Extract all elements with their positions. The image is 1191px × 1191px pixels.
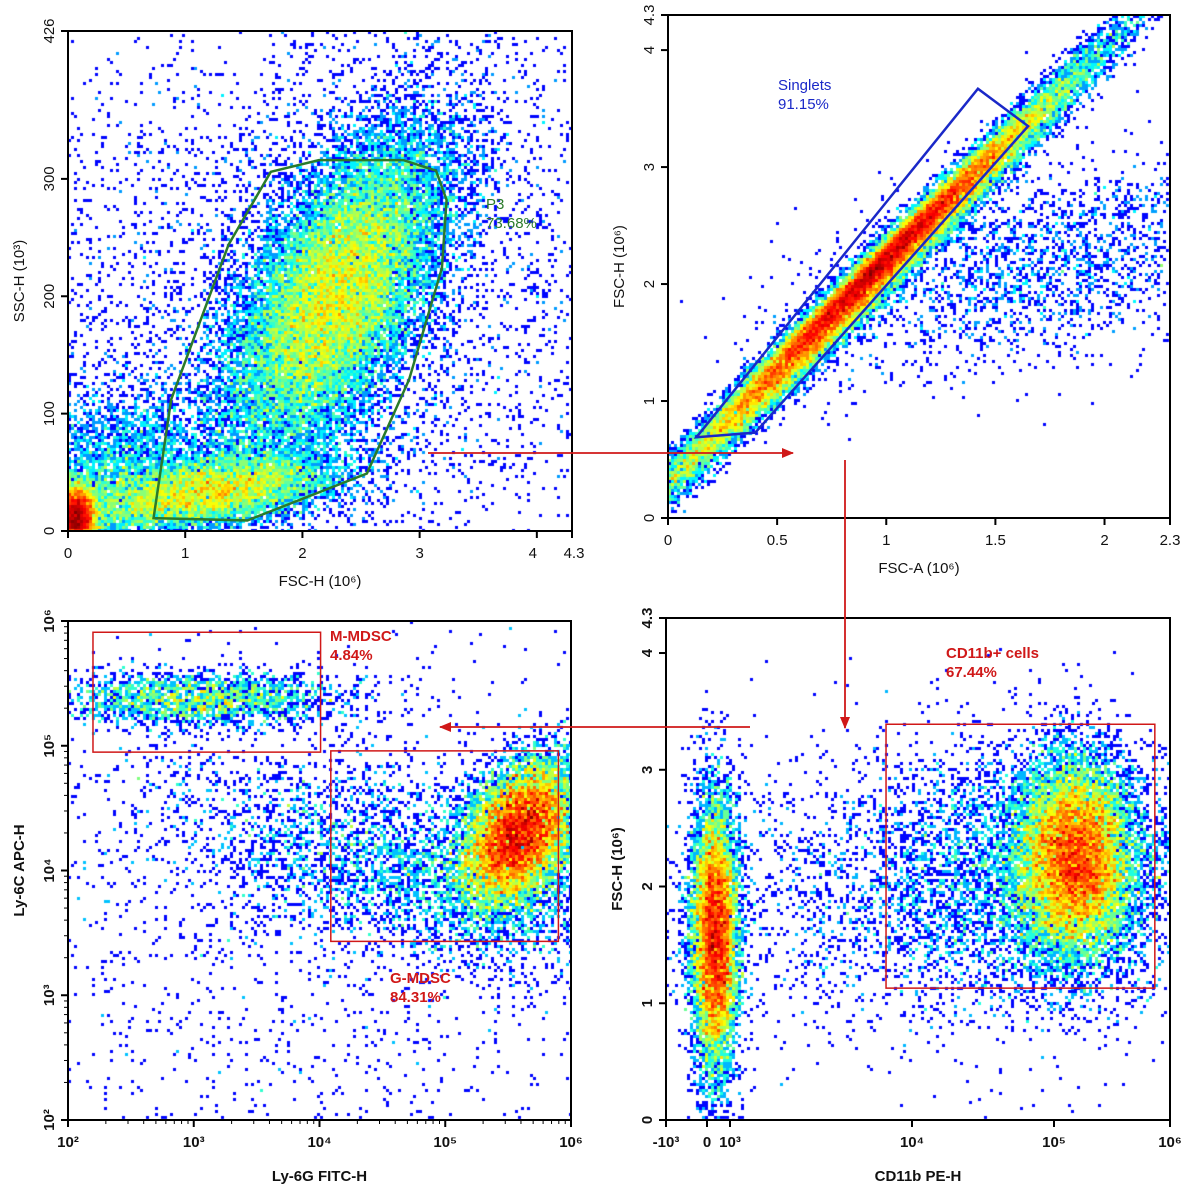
y-tick-label: 4.3 bbox=[641, 5, 658, 26]
density-plot-cd11b bbox=[666, 618, 1170, 1120]
plot-1: 0 1 2 3 4 4.3 0 100 200 300 426 FSC-H (10⁶) SSC-H (1… bbox=[11, 18, 584, 590]
y-tick-label: 0 bbox=[641, 514, 658, 522]
gate-name-label: M-MDSC bbox=[330, 628, 392, 645]
y-tick-label: 100 bbox=[41, 401, 58, 426]
y-tick-label: 1 bbox=[639, 999, 656, 1007]
y-tick-label: 3 bbox=[641, 163, 658, 171]
gate-m-mdsc[interactable] bbox=[92, 631, 322, 753]
x-tick-label: 10³ bbox=[183, 1134, 205, 1151]
x-tick-label: 1 bbox=[181, 545, 189, 562]
gate-percent-label: 91.15% bbox=[778, 96, 829, 113]
y-tick-label: 2 bbox=[639, 882, 656, 890]
gate-g-mdsc[interactable] bbox=[330, 750, 560, 943]
x-tick-label: 4 bbox=[529, 545, 537, 562]
x-tick-label: 2.3 bbox=[1160, 532, 1181, 549]
y-axis-label: FSC-H (10⁶) bbox=[609, 827, 626, 911]
x-tick-label: 2 bbox=[298, 545, 306, 562]
x-tick-label: 0.5 bbox=[767, 532, 788, 549]
y-tick-label: 300 bbox=[41, 166, 58, 191]
x-axis-label: FSC-H (10⁶) bbox=[279, 573, 362, 590]
x-tick-label: 10² bbox=[57, 1134, 79, 1151]
y-tick-label: 1 bbox=[641, 397, 658, 405]
x-tick-label: 10⁴ bbox=[900, 1134, 924, 1151]
y-tick-label: 2 bbox=[641, 280, 658, 288]
x-tick-label: 0 bbox=[703, 1134, 711, 1151]
y-tick-label: 3 bbox=[639, 766, 656, 774]
gate-singlets[interactable] bbox=[693, 86, 1030, 439]
gate-percent-label: 4.84% bbox=[330, 647, 373, 664]
gate-percent-label: 73.68% bbox=[486, 215, 537, 232]
x-tick-label: 0 bbox=[664, 532, 672, 549]
x-tick-label: 10⁵ bbox=[1042, 1134, 1066, 1151]
plot-2: 0 0.5 1 1.5 2 2.3 0 1 2 3 4 4.3 FSC-A (10⁶) FSC-H (10… bbox=[611, 5, 1180, 577]
y-tick-label: 0 bbox=[639, 1116, 656, 1124]
plot-frame bbox=[67, 30, 573, 532]
x-axis-label: CD11b PE-H bbox=[875, 1168, 962, 1185]
gate-cd11b-cells[interactable] bbox=[885, 723, 1156, 989]
y-tick-label: 4.3 bbox=[639, 608, 656, 629]
plot-3: 10² 10³ 10⁴ 10⁵ 10⁶ 10² 10³ 10⁴ 10⁵ 10⁶ Ly-6G FITC… bbox=[11, 609, 583, 1185]
x-tick-label: 2 bbox=[1100, 532, 1108, 549]
y-tick-label: 10⁵ bbox=[41, 734, 58, 758]
density-plot-singlets bbox=[668, 15, 1170, 518]
gate-name-label: G-MDSC bbox=[390, 970, 451, 987]
x-tick-label: 1.5 bbox=[985, 532, 1006, 549]
x-tick-label: 3 bbox=[415, 545, 423, 562]
y-tick-label: 10³ bbox=[41, 984, 58, 1006]
plot-frame bbox=[67, 620, 572, 1121]
x-axis-label: Ly-6G FITC-H bbox=[272, 1168, 367, 1185]
gate-name-label: Singlets bbox=[778, 77, 831, 94]
x-tick-label: -10³ bbox=[653, 1134, 680, 1151]
y-axis-label: FSC-H (10⁶) bbox=[611, 225, 628, 308]
gate-percent-label: 67.44% bbox=[946, 664, 997, 681]
gate-name-label: P3 bbox=[486, 196, 504, 213]
plot-frame bbox=[667, 14, 1171, 519]
gate-name-label: CD11b+ cells bbox=[946, 645, 1039, 662]
x-tick-label: 4.3 bbox=[564, 545, 585, 562]
plot-4: -10³ 0 10³ 10⁴ 10⁵ 10⁶ 0 1 2 3 4 4.3 CD11b PE-H FSC-H… bbox=[609, 608, 1182, 1185]
x-tick-label: 10³ bbox=[719, 1134, 741, 1151]
y-axis-label: Ly-6C APC-H bbox=[11, 824, 28, 916]
y-tick-label: 0 bbox=[41, 527, 58, 535]
x-axis-label: FSC-A (10⁶) bbox=[878, 560, 959, 577]
x-tick-label: 10⁴ bbox=[307, 1134, 331, 1151]
plot-frame bbox=[665, 617, 1171, 1121]
y-tick-label: 426 bbox=[41, 18, 58, 43]
y-tick-label: 4 bbox=[641, 46, 658, 54]
gate-percent-label: 84.31% bbox=[390, 989, 441, 1006]
y-axis-label: SSC-H (10³) bbox=[11, 240, 28, 323]
x-tick-label: 10⁶ bbox=[1158, 1134, 1182, 1151]
y-tick-label: 10⁴ bbox=[41, 858, 58, 882]
x-tick-label: 10⁵ bbox=[433, 1134, 457, 1151]
x-tick-label: 10⁶ bbox=[559, 1134, 583, 1151]
density-plot-scatter-fsc-ssc bbox=[68, 31, 572, 531]
y-tick-label: 200 bbox=[41, 284, 58, 309]
y-tick-label: 10² bbox=[41, 1109, 58, 1131]
y-tick-label: 10⁶ bbox=[41, 609, 58, 633]
x-tick-label: 0 bbox=[64, 545, 72, 562]
x-tick-label: 1 bbox=[882, 532, 890, 549]
y-tick-label: 4 bbox=[639, 648, 656, 657]
density-plot-ly6g-ly6c bbox=[68, 621, 571, 1120]
gate-p3[interactable] bbox=[152, 158, 448, 522]
